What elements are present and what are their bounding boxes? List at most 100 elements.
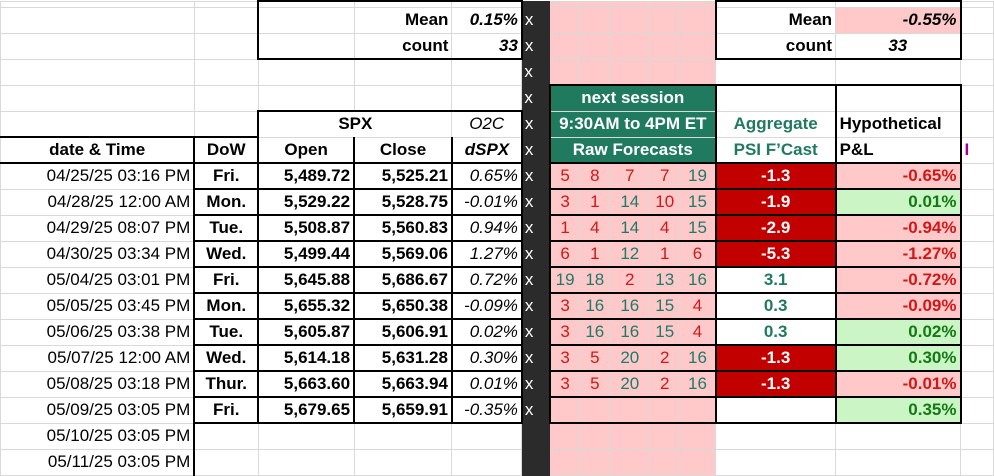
date-time-cell[interactable]: 04/30/25 03:34 PM	[0, 240, 195, 268]
open-cell[interactable]: 5,605.87	[257, 318, 355, 346]
date-time-cell[interactable]: 05/11/25 03:05 PM	[0, 448, 195, 476]
forecast-cell[interactable]	[609, 32, 651, 60]
raw-forecast-value[interactable]: 5	[579, 370, 611, 398]
psi-fcast-header[interactable]: PSI F’Cast	[715, 136, 837, 164]
separator-x-cell[interactable]: x	[521, 370, 551, 398]
open-header[interactable]: Open	[257, 136, 355, 164]
cell[interactable]	[960, 110, 994, 138]
dspx-cell[interactable]: -0.01%	[450, 188, 523, 216]
close-cell[interactable]: 5,663.94	[353, 370, 453, 398]
mean-label[interactable]: Mean	[353, 6, 453, 34]
cell[interactable]	[835, 58, 961, 86]
raw-forecast-value[interactable]: 16	[679, 266, 717, 294]
close-cell[interactable]: 5,569.06	[353, 240, 453, 268]
raw-forecast-value[interactable]: 15	[649, 318, 681, 346]
psi-fcast-cell[interactable]	[715, 396, 837, 424]
dow-cell[interactable]: Tue.	[193, 318, 259, 346]
forecast-cell[interactable]	[679, 58, 717, 86]
session-hours-header[interactable]: 9:30AM to 4PM ET	[548, 110, 717, 138]
pl-cell[interactable]: -0.94%	[835, 214, 962, 242]
cell[interactable]	[960, 6, 994, 34]
open-cell[interactable]: 5,489.72	[257, 162, 355, 190]
raw-forecast-value[interactable]: 3	[548, 188, 581, 216]
cell[interactable]	[0, 6, 195, 34]
cell[interactable]	[257, 32, 355, 60]
psi-fcast-cell[interactable]: 0.3	[715, 318, 837, 346]
cell[interactable]	[834, 84, 962, 112]
cell[interactable]	[960, 162, 994, 190]
raw-forecast-value[interactable]: 6	[548, 240, 581, 268]
cell[interactable]	[451, 422, 523, 450]
raw-forecast-value[interactable]: 13	[649, 266, 681, 294]
forecast-cell[interactable]	[609, 58, 651, 86]
date-time-cell[interactable]: 05/09/25 03:05 PM	[0, 396, 195, 424]
raw-forecast-value[interactable]: 4	[579, 214, 611, 242]
separator-x-cell[interactable]: x	[521, 136, 551, 164]
cell[interactable]	[353, 422, 453, 450]
forecast-cell[interactable]	[649, 32, 681, 60]
cell[interactable]	[960, 58, 994, 86]
open-cell[interactable]: 5,663.60	[257, 370, 355, 398]
open-cell[interactable]: 5,655.32	[257, 292, 355, 320]
cell[interactable]	[257, 448, 355, 476]
dspx-cell[interactable]: 0.94%	[450, 214, 523, 242]
mean-value[interactable]: 0.15%	[451, 6, 523, 34]
raw-forecast-value[interactable]: 18	[579, 266, 611, 294]
cell[interactable]	[451, 448, 523, 476]
separator-x-cell[interactable]: x	[521, 188, 551, 216]
close-cell[interactable]: 5,525.21	[353, 162, 453, 190]
raw-forecast-value[interactable]	[579, 396, 611, 424]
date-time-cell[interactable]: 04/25/25 03:16 PM	[0, 162, 195, 190]
separator-x-cell[interactable]: x	[521, 6, 551, 34]
raw-forecast-value[interactable]: 7	[609, 162, 651, 190]
raw-forecast-value[interactable]: 8	[579, 162, 611, 190]
pl-mean-value[interactable]: -0.55%	[835, 6, 962, 34]
cell[interactable]	[960, 240, 994, 268]
raw-forecast-value[interactable]: 3	[548, 370, 581, 398]
separator-x-cell[interactable]: x	[521, 318, 551, 346]
raw-forecast-value[interactable]: 16	[679, 370, 717, 398]
cell[interactable]	[960, 84, 994, 112]
separator-x-cell[interactable]: x	[521, 344, 551, 372]
cell[interactable]	[193, 32, 259, 60]
o2c-header[interactable]: O2C	[451, 110, 523, 138]
psi-fcast-cell[interactable]: -1.3	[715, 344, 837, 372]
pl-cell[interactable]: -0.01%	[835, 370, 962, 398]
raw-forecast-value[interactable]: 20	[609, 344, 651, 372]
raw-forecast-value[interactable]: 3	[548, 318, 581, 346]
raw-forecast-value[interactable]: 16	[579, 292, 611, 320]
open-cell[interactable]: 5,679.65	[257, 396, 355, 424]
dow-cell[interactable]: Fri.	[193, 162, 259, 190]
dspx-cell[interactable]: 0.65%	[450, 162, 523, 190]
forecast-cell[interactable]	[579, 448, 611, 476]
separator-cell[interactable]	[521, 422, 551, 450]
raw-forecast-value[interactable]: 7	[649, 162, 681, 190]
pl-cell[interactable]: -0.65%	[835, 162, 962, 190]
forecast-cell[interactable]	[609, 6, 651, 34]
open-cell[interactable]: 5,499.44	[257, 240, 355, 268]
psi-fcast-cell[interactable]: -1.9	[715, 188, 837, 216]
cell[interactable]	[193, 448, 259, 476]
forecast-cell[interactable]	[609, 448, 651, 476]
psi-fcast-cell[interactable]: -2.9	[715, 214, 837, 242]
aggregate-header[interactable]: Aggregate	[715, 110, 837, 138]
pl-count-value[interactable]: 33	[835, 32, 962, 60]
raw-forecast-value[interactable]: 16	[679, 344, 717, 372]
date-time-cell[interactable]: 05/08/25 03:18 PM	[0, 370, 195, 398]
separator-x-cell[interactable]: x	[521, 292, 551, 320]
cell[interactable]	[193, 6, 259, 34]
psi-fcast-cell[interactable]: 3.1	[715, 266, 837, 294]
close-header[interactable]: Close	[353, 136, 453, 164]
raw-forecast-value[interactable]: 14	[609, 214, 651, 242]
pl-cell[interactable]: 0.35%	[835, 396, 962, 424]
pl-cell[interactable]: 0.02%	[835, 318, 962, 346]
cell[interactable]	[353, 448, 453, 476]
pl-header[interactable]: P&L	[834, 136, 962, 164]
forecast-cell[interactable]	[549, 58, 581, 86]
raw-forecasts-header[interactable]: Raw Forecasts	[548, 136, 717, 164]
date-time-cell[interactable]: 05/05/25 03:45 PM	[0, 292, 195, 320]
separator-x-cell[interactable]: x	[521, 110, 551, 138]
psi-fcast-cell[interactable]: 0.3	[715, 292, 837, 320]
date-time-cell[interactable]: 05/07/25 12:00 AM	[0, 344, 195, 372]
dspx-cell[interactable]: -0.09%	[450, 292, 523, 320]
